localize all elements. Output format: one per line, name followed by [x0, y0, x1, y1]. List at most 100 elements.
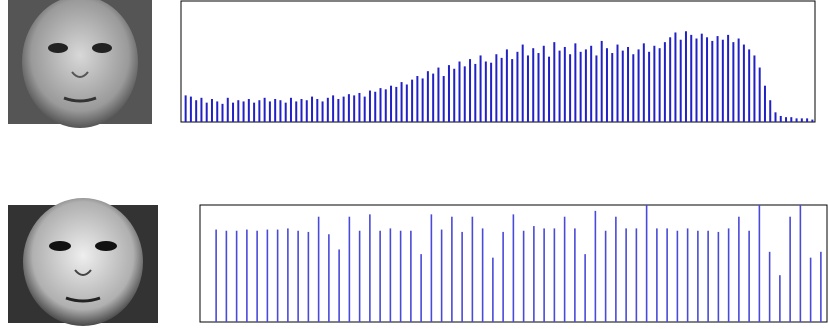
- bar: [748, 231, 750, 322]
- bar: [190, 97, 192, 122]
- bar: [748, 49, 750, 122]
- bar: [605, 231, 607, 322]
- bar: [622, 51, 624, 122]
- bar: [416, 76, 418, 122]
- bar: [643, 43, 645, 122]
- bar: [395, 87, 397, 122]
- bar: [728, 228, 730, 322]
- bar: [267, 230, 269, 322]
- bar: [617, 45, 619, 122]
- bar: [564, 47, 566, 122]
- bar: [349, 217, 351, 322]
- bar: [687, 228, 689, 322]
- bar: [690, 35, 692, 122]
- bar: [411, 80, 413, 122]
- bar: [506, 49, 508, 122]
- bar: [227, 98, 229, 122]
- bar: [706, 37, 708, 122]
- bar: [502, 232, 504, 322]
- bar: [789, 217, 791, 322]
- bar: [625, 228, 627, 322]
- bar: [790, 117, 792, 122]
- bar: [727, 35, 729, 122]
- bar: [236, 231, 238, 322]
- bar: [636, 228, 638, 322]
- bar: [785, 117, 787, 122]
- bar: [332, 95, 334, 122]
- bar: [738, 217, 740, 322]
- face-image: [8, 0, 152, 128]
- bar: [248, 99, 250, 122]
- bar: [769, 100, 771, 122]
- bar: [669, 37, 671, 122]
- bar: [707, 231, 709, 322]
- bar: [374, 92, 376, 122]
- bar: [306, 100, 308, 122]
- bar: [422, 78, 424, 122]
- bar: [316, 99, 318, 122]
- bar: [656, 228, 658, 322]
- bar: [801, 118, 803, 122]
- bar: [453, 69, 455, 122]
- bar: [256, 231, 258, 322]
- bar: [206, 103, 208, 122]
- bar: [522, 45, 524, 122]
- bar: [732, 42, 734, 122]
- bar: [369, 214, 371, 322]
- bar: [253, 103, 255, 122]
- bar: [295, 101, 297, 122]
- bar: [775, 112, 777, 122]
- bar: [554, 228, 556, 322]
- bar: [696, 39, 698, 122]
- bar: [443, 76, 445, 122]
- bar: [718, 232, 720, 322]
- bar: [810, 258, 812, 322]
- bar: [431, 214, 433, 322]
- bar: [738, 39, 740, 122]
- bar: [548, 57, 550, 122]
- bar: [516, 52, 518, 122]
- bar: [211, 99, 213, 122]
- bar: [432, 74, 434, 122]
- bar: [472, 217, 474, 322]
- bar: [364, 97, 366, 122]
- bar: [615, 217, 617, 322]
- bar: [379, 231, 381, 322]
- bar: [200, 98, 202, 122]
- bar: [451, 217, 453, 322]
- bar: [648, 52, 650, 122]
- bar: [717, 36, 719, 122]
- bar: [441, 230, 443, 322]
- bar: [584, 254, 586, 322]
- bar: [759, 68, 761, 122]
- bar: [759, 205, 761, 322]
- bar: [800, 205, 802, 322]
- bar: [427, 71, 429, 122]
- bar: [290, 98, 292, 122]
- bar: [464, 66, 466, 122]
- bar: [216, 101, 218, 122]
- bar: [492, 258, 494, 322]
- bar: [779, 275, 781, 322]
- bar: [538, 53, 540, 122]
- face-image-equalized: [8, 198, 158, 326]
- bar: [243, 101, 245, 122]
- bar: [258, 100, 260, 122]
- bar: [226, 231, 228, 322]
- bar: [318, 217, 320, 322]
- bar: [743, 45, 745, 122]
- bar: [611, 53, 613, 122]
- bar: [338, 249, 340, 322]
- bar: [287, 228, 289, 322]
- bar: [297, 231, 299, 322]
- bar: [246, 230, 248, 322]
- bar: [701, 34, 703, 122]
- bar: [474, 64, 476, 122]
- bar: [348, 94, 350, 122]
- bar: [358, 93, 360, 122]
- bar: [448, 65, 450, 122]
- bar: [308, 232, 310, 322]
- bar: [301, 99, 303, 122]
- bar: [553, 42, 555, 122]
- bar: [680, 40, 682, 122]
